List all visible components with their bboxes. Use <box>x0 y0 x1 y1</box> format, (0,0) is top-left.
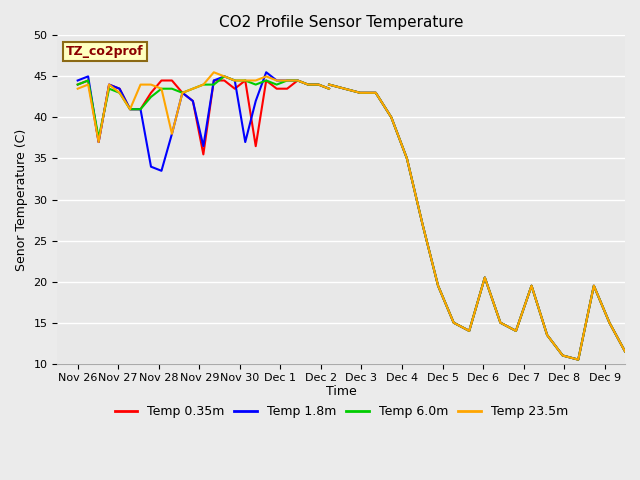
Title: CO2 Profile Sensor Temperature: CO2 Profile Sensor Temperature <box>219 15 463 30</box>
Text: TZ_co2prof: TZ_co2prof <box>66 45 143 58</box>
X-axis label: Time: Time <box>326 385 356 398</box>
Legend: Temp 0.35m, Temp 1.8m, Temp 6.0m, Temp 23.5m: Temp 0.35m, Temp 1.8m, Temp 6.0m, Temp 2… <box>109 400 573 423</box>
Y-axis label: Senor Temperature (C): Senor Temperature (C) <box>15 129 28 271</box>
